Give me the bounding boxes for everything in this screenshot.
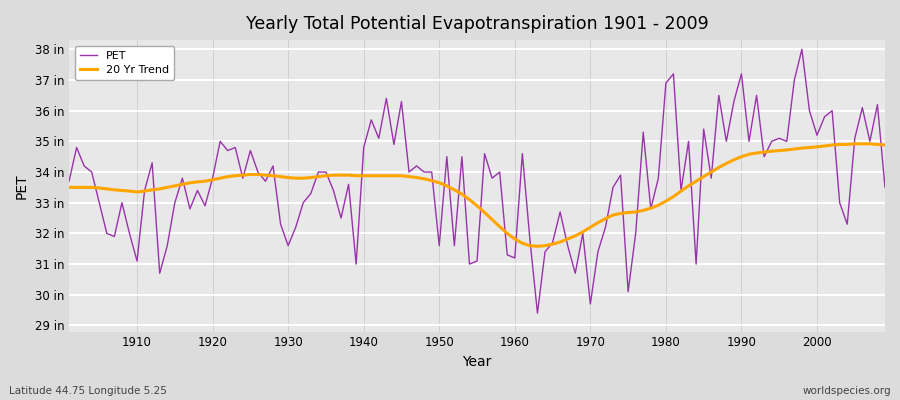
Text: Latitude 44.75 Longitude 5.25: Latitude 44.75 Longitude 5.25 (9, 386, 166, 396)
20 Yr Trend (291, 176, 302, 180)
20 Yr Trend (608, 212, 618, 217)
PET (291, 225, 302, 230)
PET (608, 185, 618, 190)
20 Yr Trend (336, 173, 346, 178)
Legend: PET, 20 Yr Trend: PET, 20 Yr Trend (75, 46, 175, 80)
PET (124, 231, 135, 236)
PET (64, 179, 75, 184)
20 Yr Trend (124, 189, 135, 194)
PET (532, 311, 543, 316)
20 Yr Trend (532, 244, 543, 249)
Title: Yearly Total Potential Evapotranspiration 1901 - 2009: Yearly Total Potential Evapotranspiratio… (246, 15, 708, 33)
Line: 20 Yr Trend: 20 Yr Trend (69, 144, 885, 246)
Line: PET: PET (69, 49, 885, 313)
Y-axis label: PET: PET (15, 173, 29, 199)
20 Yr Trend (502, 231, 513, 236)
PET (502, 252, 513, 257)
20 Yr Trend (509, 236, 520, 241)
PET (509, 256, 520, 260)
PET (336, 216, 346, 220)
Text: worldspecies.org: worldspecies.org (803, 386, 891, 396)
20 Yr Trend (64, 185, 75, 190)
PET (796, 47, 807, 52)
20 Yr Trend (879, 143, 890, 148)
X-axis label: Year: Year (463, 355, 491, 369)
PET (879, 185, 890, 190)
20 Yr Trend (850, 142, 860, 146)
